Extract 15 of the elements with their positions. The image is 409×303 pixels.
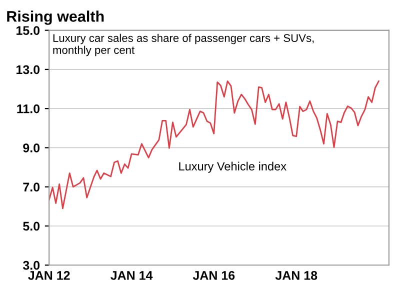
text: Luxury car sales as share of passenger cars + SUVs, monthly per cent <box>53 34 314 56</box>
y-tick-label: 9.0 <box>23 144 40 152</box>
line-series <box>49 80 380 210</box>
y-tick-label: 13.0 <box>16 65 40 74</box>
x-tick-label: JAN 16 <box>192 271 235 280</box>
x-tick-label: JAN 18 <box>275 271 318 280</box>
annotation: Luxury Vehicle index <box>179 162 286 173</box>
y-tick-label: 7.0 <box>23 182 40 192</box>
y-tick-label: 3.0 <box>22 260 40 270</box>
y-tick-label: 11.0 <box>17 104 40 114</box>
x-tick-label: JAN 14 <box>110 271 153 280</box>
chart-title: Rising wealth <box>7 10 104 25</box>
y-tick-label: 15.0 <box>16 26 40 35</box>
x-tick-label: JAN 12 <box>28 271 70 280</box>
y-tick-label: 5.0 <box>23 222 40 231</box>
